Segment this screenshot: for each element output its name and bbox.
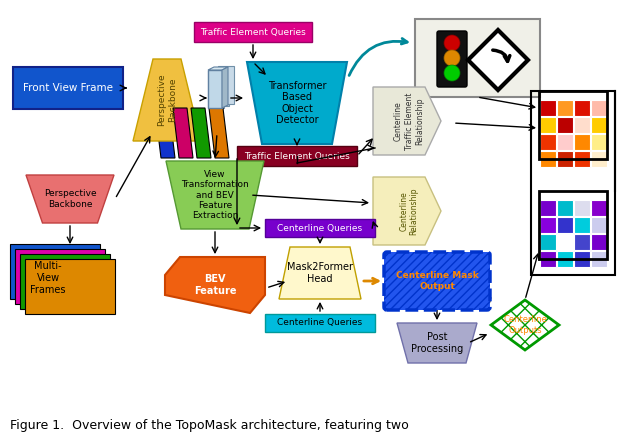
FancyBboxPatch shape bbox=[540, 117, 556, 132]
Polygon shape bbox=[213, 68, 229, 106]
FancyBboxPatch shape bbox=[540, 199, 556, 215]
FancyBboxPatch shape bbox=[25, 259, 115, 314]
Text: Mask2Former
Head: Mask2Former Head bbox=[287, 262, 353, 284]
Text: Centerline Queries: Centerline Queries bbox=[277, 224, 363, 233]
FancyBboxPatch shape bbox=[591, 100, 607, 116]
FancyBboxPatch shape bbox=[20, 253, 110, 308]
Circle shape bbox=[444, 35, 460, 51]
FancyBboxPatch shape bbox=[557, 233, 573, 249]
Polygon shape bbox=[208, 67, 228, 70]
FancyBboxPatch shape bbox=[573, 151, 589, 167]
FancyBboxPatch shape bbox=[540, 250, 556, 267]
Text: Perspective
Backbone: Perspective Backbone bbox=[157, 74, 177, 126]
Polygon shape bbox=[173, 108, 193, 158]
Polygon shape bbox=[468, 30, 528, 90]
Text: View
Transformation
and BEV
Feature
Extraction: View Transformation and BEV Feature Extr… bbox=[181, 170, 249, 220]
Polygon shape bbox=[491, 300, 559, 350]
Text: Centerline Queries: Centerline Queries bbox=[277, 319, 363, 327]
Text: Centerline Mask
Output: Centerline Mask Output bbox=[396, 271, 478, 291]
FancyBboxPatch shape bbox=[557, 199, 573, 215]
Polygon shape bbox=[218, 66, 234, 104]
FancyBboxPatch shape bbox=[540, 233, 556, 249]
FancyBboxPatch shape bbox=[591, 217, 607, 233]
Polygon shape bbox=[373, 177, 441, 245]
FancyBboxPatch shape bbox=[10, 244, 100, 299]
FancyBboxPatch shape bbox=[557, 100, 573, 116]
FancyBboxPatch shape bbox=[591, 250, 607, 267]
Circle shape bbox=[444, 65, 460, 81]
FancyBboxPatch shape bbox=[194, 22, 312, 42]
FancyBboxPatch shape bbox=[540, 151, 556, 167]
Polygon shape bbox=[208, 70, 222, 108]
FancyBboxPatch shape bbox=[557, 117, 573, 132]
FancyBboxPatch shape bbox=[573, 217, 589, 233]
Text: BEV
Feature: BEV Feature bbox=[194, 274, 236, 296]
FancyBboxPatch shape bbox=[591, 133, 607, 149]
Polygon shape bbox=[133, 59, 201, 141]
Circle shape bbox=[444, 50, 460, 66]
Text: Centerline
Outputs: Centerline Outputs bbox=[503, 315, 547, 335]
Text: Traffic Element Queries: Traffic Element Queries bbox=[244, 152, 350, 160]
FancyBboxPatch shape bbox=[415, 19, 540, 97]
Polygon shape bbox=[209, 108, 229, 158]
Text: Post
Processing: Post Processing bbox=[411, 332, 463, 354]
FancyBboxPatch shape bbox=[591, 151, 607, 167]
FancyBboxPatch shape bbox=[265, 314, 375, 332]
Polygon shape bbox=[26, 175, 114, 223]
FancyBboxPatch shape bbox=[573, 199, 589, 215]
Text: Multi-
View
Frames: Multi- View Frames bbox=[30, 261, 66, 295]
FancyBboxPatch shape bbox=[557, 151, 573, 167]
FancyBboxPatch shape bbox=[437, 31, 467, 87]
FancyBboxPatch shape bbox=[573, 100, 589, 116]
Text: Traffic Element Queries: Traffic Element Queries bbox=[200, 27, 306, 36]
FancyBboxPatch shape bbox=[265, 219, 375, 237]
FancyBboxPatch shape bbox=[384, 252, 490, 310]
Polygon shape bbox=[208, 70, 224, 108]
FancyBboxPatch shape bbox=[573, 250, 589, 267]
Polygon shape bbox=[166, 161, 264, 229]
FancyBboxPatch shape bbox=[557, 133, 573, 149]
FancyBboxPatch shape bbox=[591, 117, 607, 132]
FancyBboxPatch shape bbox=[15, 249, 105, 303]
Polygon shape bbox=[247, 62, 347, 144]
FancyBboxPatch shape bbox=[540, 100, 556, 116]
FancyBboxPatch shape bbox=[573, 133, 589, 149]
FancyBboxPatch shape bbox=[573, 117, 589, 132]
Text: Front View Frame: Front View Frame bbox=[23, 83, 113, 93]
Polygon shape bbox=[191, 108, 211, 158]
FancyBboxPatch shape bbox=[540, 217, 556, 233]
Text: Figure 1.  Overview of the TopoMask architecture, featuring two: Figure 1. Overview of the TopoMask archi… bbox=[10, 419, 409, 431]
Polygon shape bbox=[279, 247, 361, 299]
FancyBboxPatch shape bbox=[591, 233, 607, 249]
FancyBboxPatch shape bbox=[573, 233, 589, 249]
Polygon shape bbox=[155, 108, 175, 158]
Polygon shape bbox=[397, 323, 477, 363]
FancyBboxPatch shape bbox=[557, 250, 573, 267]
FancyBboxPatch shape bbox=[557, 217, 573, 233]
FancyBboxPatch shape bbox=[540, 133, 556, 149]
Polygon shape bbox=[373, 87, 441, 155]
Text: Centerline
Relationship: Centerline Relationship bbox=[399, 187, 419, 235]
Polygon shape bbox=[165, 257, 265, 313]
FancyBboxPatch shape bbox=[237, 146, 357, 166]
FancyBboxPatch shape bbox=[591, 199, 607, 215]
Text: Centerline
Traffic Element
Relationship: Centerline Traffic Element Relationship bbox=[394, 92, 424, 150]
Text: Transformer
Based
Object
Detector: Transformer Based Object Detector bbox=[268, 81, 326, 125]
Text: Perspective
Backbone: Perspective Backbone bbox=[44, 189, 96, 209]
Polygon shape bbox=[222, 67, 228, 108]
FancyBboxPatch shape bbox=[13, 67, 123, 109]
